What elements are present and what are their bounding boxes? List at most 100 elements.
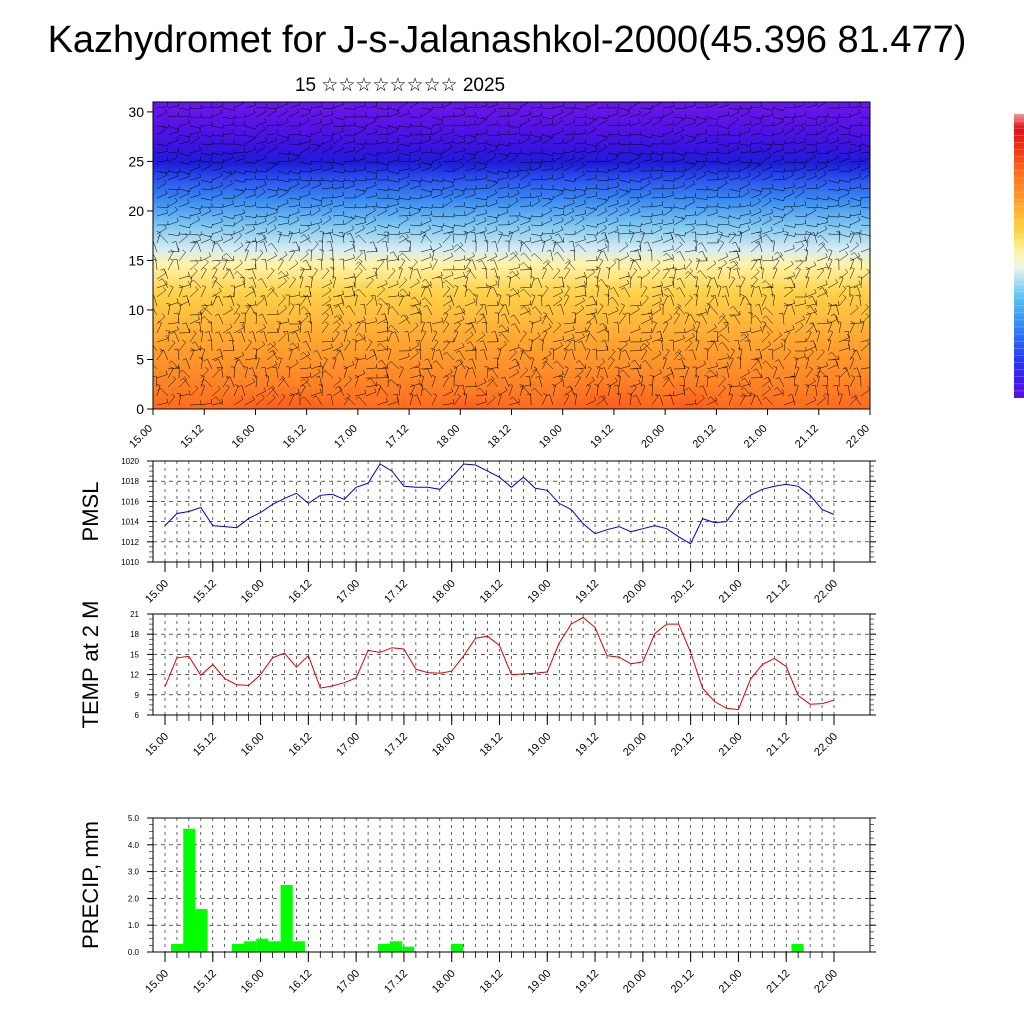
y-tick-label: 5.0 (128, 814, 140, 823)
heatmap-panel: 0 5 10 15 20 25 30 15.00 15.12 16.00 16.12 17.00 17… (127, 101, 872, 451)
data-point (307, 654, 310, 657)
data-point (271, 503, 274, 506)
data-point (820, 508, 823, 511)
x-tick-label: 19.12 (573, 968, 601, 996)
precip-bar (256, 938, 269, 952)
series-line (164, 616, 835, 711)
data-point (438, 672, 441, 675)
x-tick-label: 19.00 (525, 731, 553, 759)
data-point (832, 513, 835, 516)
panel-frame (152, 613, 871, 716)
data-point (653, 632, 656, 635)
data-point (355, 486, 358, 489)
data-point (558, 641, 561, 644)
x-tick-label: 21.12 (764, 968, 792, 996)
x-tick-label: 22.00 (812, 578, 840, 606)
x-tick-label: 18.00 (434, 423, 462, 451)
x-tick-label: 19.00 (525, 578, 553, 606)
x-tick-label: 21.00 (717, 578, 745, 606)
data-point (378, 651, 381, 654)
y-axis-label: PRECIP, mm (78, 821, 103, 949)
data-point (307, 502, 310, 505)
data-point (582, 616, 585, 619)
x-tick-label: 20.00 (621, 731, 649, 759)
data-point (283, 497, 286, 500)
x-tick-label: 22.00 (812, 968, 840, 996)
data-point (558, 502, 561, 505)
y-tick-label: 9 (135, 691, 140, 700)
data-point (809, 494, 812, 497)
y-tick-label: 21 (130, 610, 139, 619)
x-tick-label: 17.12 (382, 731, 410, 759)
heatmap-warm-area (550, 339, 670, 409)
x-tick-label: 17.12 (382, 968, 410, 996)
precip-bar (377, 943, 391, 952)
data-point (366, 482, 369, 485)
data-point (629, 662, 632, 665)
data-point (211, 663, 214, 666)
x-tick-label: 21.12 (764, 731, 792, 759)
data-point (474, 463, 477, 466)
x-tick-label: 16.12 (287, 578, 315, 606)
y-tick-label: 6 (135, 711, 140, 720)
x-tick-label: 15.12 (191, 731, 219, 759)
colorbar (1014, 114, 1024, 398)
precip-bar (450, 943, 464, 952)
x-tick-label: 22.00 (844, 423, 872, 451)
x-tick-label: 19.00 (525, 968, 553, 996)
data-point (498, 644, 501, 647)
data-point (522, 672, 525, 675)
data-point (187, 510, 190, 513)
data-point (522, 476, 525, 479)
x-tick-label: 19.12 (588, 423, 616, 451)
y-tick-label: 1.0 (128, 921, 140, 930)
data-point (641, 527, 644, 530)
precip-bar (268, 941, 281, 952)
precip-bar (195, 909, 208, 952)
data-point (319, 494, 322, 497)
data-point (832, 699, 835, 702)
data-point (665, 623, 668, 626)
x-tick-label: 20.00 (621, 968, 649, 996)
y-tick-label: 2.0 (128, 894, 140, 903)
data-point (247, 517, 250, 520)
data-point (414, 486, 417, 489)
x-tick-label: 18.12 (478, 968, 506, 996)
x-tick-label: 20.12 (669, 578, 697, 606)
series-line (164, 463, 835, 545)
data-point (331, 493, 334, 496)
data-point (474, 637, 477, 640)
y-tick-label: 1012 (121, 538, 139, 547)
data-point (450, 670, 453, 673)
x-tick-label: 15.12 (191, 968, 219, 996)
x-tick-label: 17.12 (383, 423, 411, 451)
data-point (163, 524, 166, 527)
data-point (737, 504, 740, 507)
data-point (809, 703, 812, 706)
data-point (725, 520, 728, 523)
x-tick-label: 21.00 (717, 968, 745, 996)
precip-bar (280, 885, 293, 952)
x-tick-label: 17.12 (382, 578, 410, 606)
x-tick-label: 20.00 (639, 423, 667, 451)
precip-bar (402, 946, 415, 952)
data-point (163, 685, 166, 688)
chart-subtitle: 15 ☆☆☆☆☆☆☆☆ 2025 (295, 75, 505, 96)
y-tick-label: 30 (128, 104, 144, 120)
x-tick-label: 18.12 (486, 423, 514, 451)
data-point (641, 660, 644, 663)
data-point (593, 626, 596, 629)
pmsl-panel: 1010 1012 1014 1016 1018 1020 15.00 15.12 16.00 1… (78, 457, 876, 606)
x-tick-label: 15.00 (143, 731, 171, 759)
data-point (761, 663, 764, 666)
y-tick-label: 4.0 (128, 841, 140, 850)
data-point (426, 671, 429, 674)
x-tick-label: 16.00 (239, 968, 267, 996)
data-point (414, 668, 417, 671)
y-tick-label: 25 (128, 153, 144, 169)
data-point (390, 470, 393, 473)
y-tick-label: 5 (136, 351, 144, 367)
data-point (713, 700, 716, 703)
data-point (546, 489, 549, 492)
x-tick-label: 21.12 (764, 578, 792, 606)
